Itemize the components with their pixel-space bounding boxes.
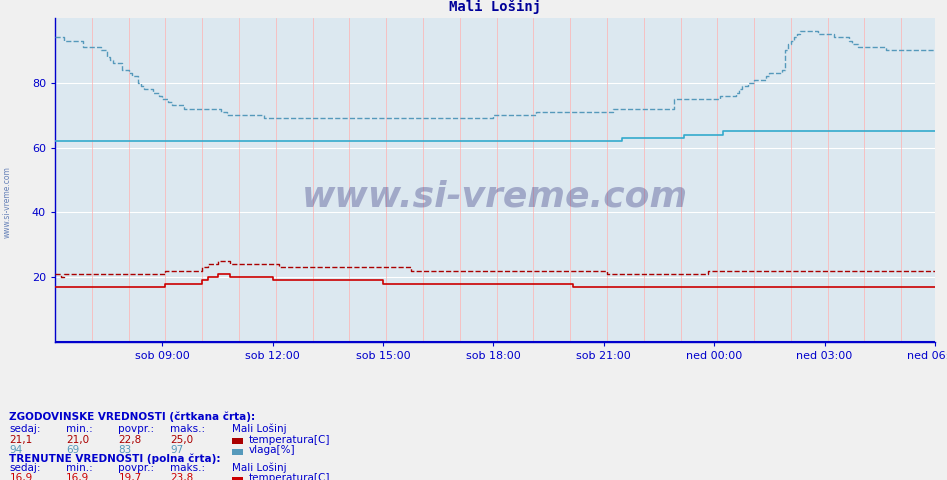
Text: 25,0: 25,0 (170, 434, 193, 444)
Text: Mali Lošinj: Mali Lošinj (232, 463, 287, 473)
Text: Mali Lošinj: Mali Lošinj (232, 423, 287, 433)
Text: 69: 69 (66, 445, 80, 455)
Text: TRENUTNE VREDNOSTI (polna črta):: TRENUTNE VREDNOSTI (polna črta): (9, 453, 221, 464)
Text: 23,8: 23,8 (170, 473, 194, 480)
Text: 94: 94 (9, 445, 23, 455)
Text: min.:: min.: (66, 463, 93, 473)
Text: 21,0: 21,0 (66, 434, 89, 444)
Text: ZGODOVINSKE VREDNOSTI (črtkana črta):: ZGODOVINSKE VREDNOSTI (črtkana črta): (9, 411, 256, 422)
Text: www.si-vreme.com: www.si-vreme.com (3, 166, 12, 238)
Text: 21,1: 21,1 (9, 434, 33, 444)
Text: vlaga[%]: vlaga[%] (249, 445, 295, 455)
Text: 16,9: 16,9 (9, 473, 33, 480)
Text: maks.:: maks.: (170, 463, 205, 473)
Text: 16,9: 16,9 (66, 473, 90, 480)
Title: Mali Lošinj: Mali Lošinj (449, 0, 541, 14)
Text: 19,7: 19,7 (118, 473, 142, 480)
Text: www.si-vreme.com: www.si-vreme.com (302, 179, 688, 213)
Text: sedaj:: sedaj: (9, 423, 41, 433)
Text: povpr.:: povpr.: (118, 463, 154, 473)
Text: min.:: min.: (66, 423, 93, 433)
Text: temperatura[C]: temperatura[C] (249, 473, 331, 480)
Text: temperatura[C]: temperatura[C] (249, 434, 331, 444)
Text: povpr.:: povpr.: (118, 423, 154, 433)
Text: 97: 97 (170, 445, 184, 455)
Text: 83: 83 (118, 445, 132, 455)
Text: maks.:: maks.: (170, 423, 205, 433)
Text: 22,8: 22,8 (118, 434, 142, 444)
Text: sedaj:: sedaj: (9, 463, 41, 473)
